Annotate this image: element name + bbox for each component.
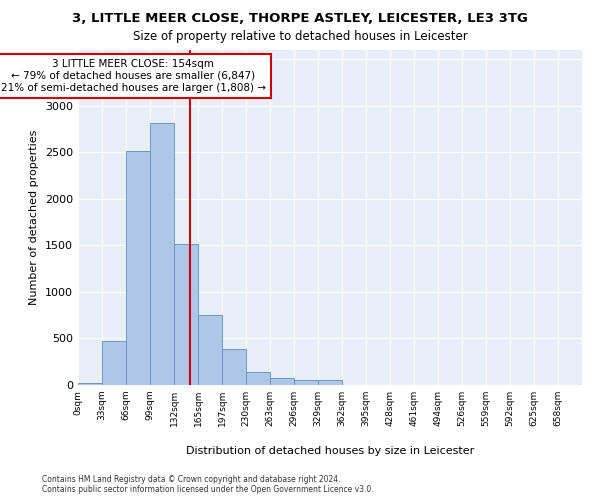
Bar: [126, 152, 150, 385]
Bar: [150, 122, 174, 385]
Bar: [174, 244, 198, 385]
Bar: [270, 378, 294, 385]
Bar: [294, 380, 318, 385]
Text: 3, LITTLE MEER CLOSE, THORPE ASTLEY, LEICESTER, LE3 3TG: 3, LITTLE MEER CLOSE, THORPE ASTLEY, LEI…: [72, 12, 528, 26]
Bar: [102, 341, 126, 385]
Text: Size of property relative to detached houses in Leicester: Size of property relative to detached ho…: [133, 30, 467, 43]
Bar: [246, 372, 270, 385]
Y-axis label: Number of detached properties: Number of detached properties: [29, 130, 40, 305]
Bar: [318, 380, 342, 385]
Bar: [198, 315, 222, 385]
Text: Contains HM Land Registry data © Crown copyright and database right 2024.
Contai: Contains HM Land Registry data © Crown c…: [42, 474, 374, 494]
Bar: [222, 349, 246, 385]
Text: 3 LITTLE MEER CLOSE: 154sqm
← 79% of detached houses are smaller (6,847)
21% of : 3 LITTLE MEER CLOSE: 154sqm ← 79% of det…: [1, 60, 266, 92]
Bar: [78, 382, 102, 385]
Text: Distribution of detached houses by size in Leicester: Distribution of detached houses by size …: [186, 446, 474, 456]
